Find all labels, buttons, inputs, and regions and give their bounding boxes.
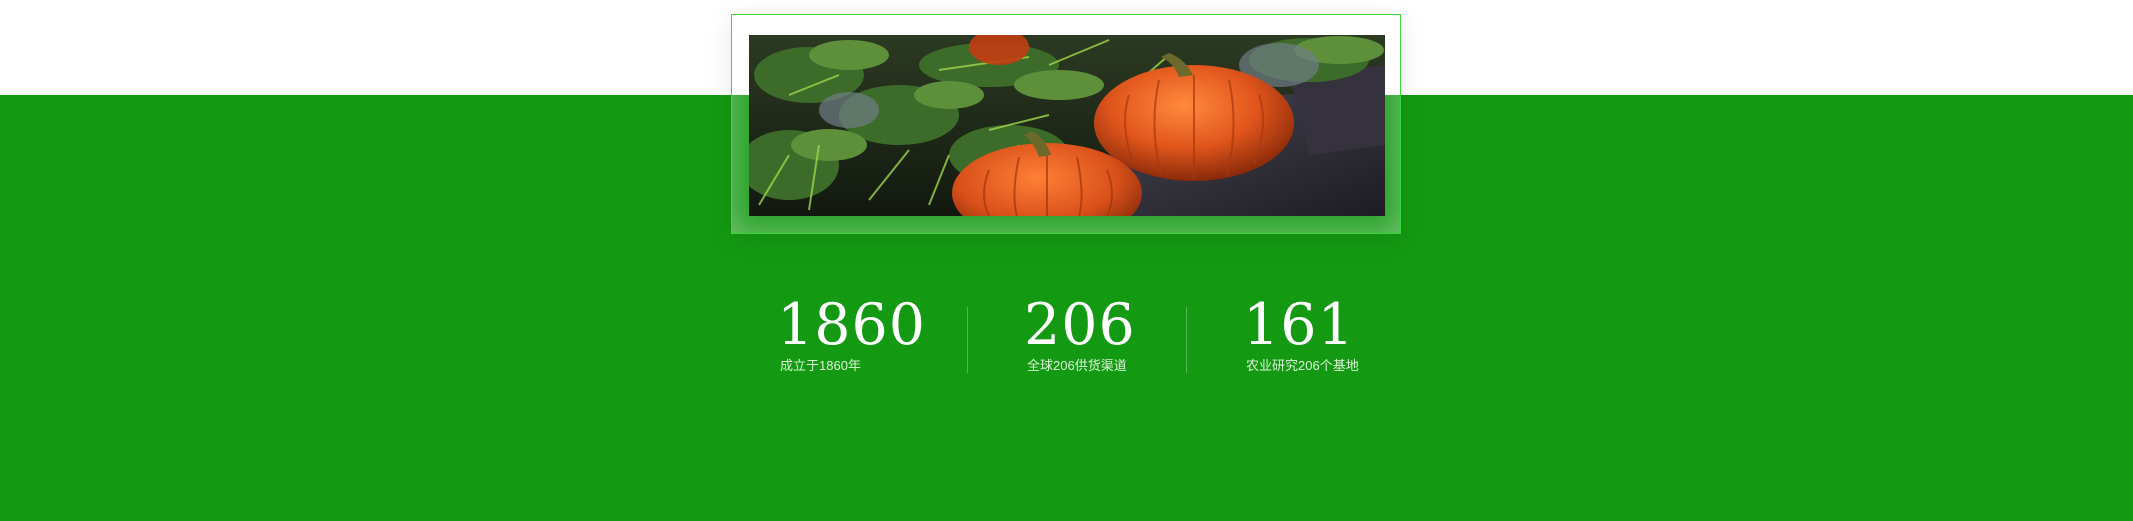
pumpkin-photo-illustration	[749, 35, 1385, 216]
photo-frame	[731, 14, 1401, 234]
pumpkin-photo[interactable]	[749, 35, 1385, 216]
